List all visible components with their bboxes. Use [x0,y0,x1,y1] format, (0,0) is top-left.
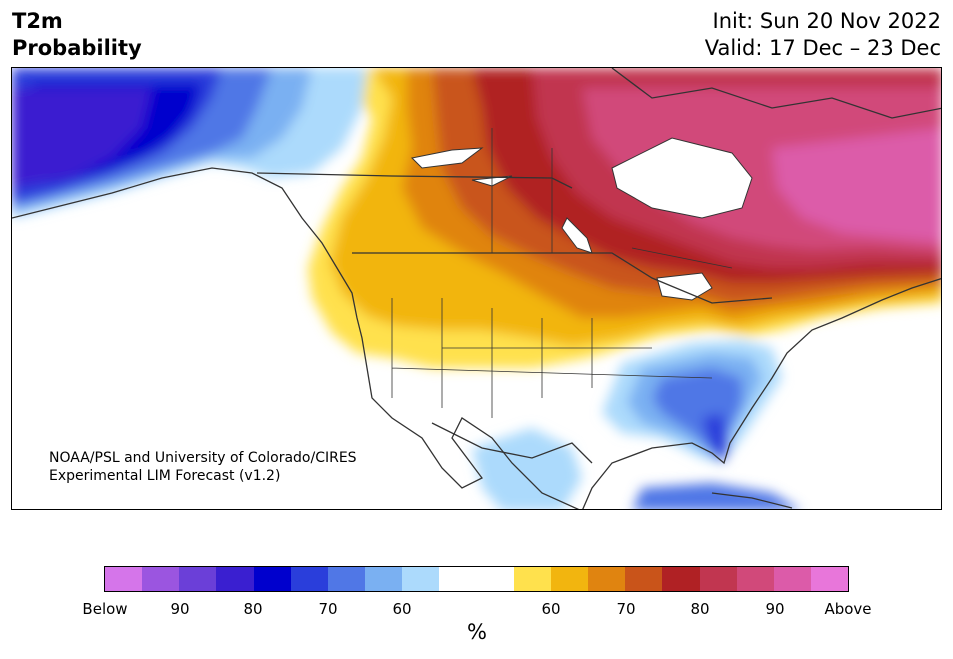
valid-date: Valid: 17 Dec – 23 Dec [704,36,941,60]
below-75-southeast [702,413,730,463]
colorbar-tick: 80 [243,600,263,618]
colorbar-tick: 70 [318,600,338,618]
map-title: T2m Probability [12,8,142,62]
colorbar-segment [216,567,254,591]
init-date: Init: Sun 20 Nov 2022 [712,9,941,33]
below-70-caribbean [632,483,799,509]
colorbar-segment [476,567,514,591]
colorbar-tick: 90 [765,600,785,618]
colorbar-segment [550,567,589,591]
hudson-bay [611,137,753,219]
above-95-field [772,128,941,243]
forecast-dates: Init: Sun 20 Nov 2022 Valid: 17 Dec – 23… [705,8,941,62]
colorbar-segment [625,567,663,591]
arctic-coastline [611,68,941,119]
colorbar-segment [662,567,700,591]
colorbar-tick: 60 [541,600,561,618]
atlantic-coastline [582,277,941,509]
colorbar-segment [365,567,403,591]
title-line-1: T2m [12,9,63,33]
below-60-mexico [472,428,582,509]
colorbar-segment [439,567,477,591]
colorbar-segment [105,567,143,591]
credit-line-1: NOAA/PSL and University of Colorado/CIRE… [49,450,357,466]
pacific-coastline [12,167,580,509]
colorbar-unit: % [467,620,487,644]
colorbar-tick: Below [82,600,128,618]
probability-map [11,67,942,510]
colorbar-tick: 80 [690,600,710,618]
colorbar-tick: 90 [170,600,190,618]
province-borders [491,128,733,269]
colorbar-segment [773,567,811,591]
below-85-alaska [12,88,152,188]
lake-winnipeg [561,217,593,254]
colorbar [104,566,849,592]
colorbar-tick: 60 [392,600,412,618]
colorbar-segment [327,567,366,591]
colorbar-tick: Above [824,600,872,618]
us-mexico-border [431,422,593,464]
alaska-yukon-border [256,172,573,189]
title-line-2: Probability [12,36,142,60]
colorbar-segment [588,567,626,591]
colorbar-segment [179,567,217,591]
data-credit: NOAA/PSL and University of Colorado/CIRE… [49,449,357,485]
credit-line-2: Experimental LIM Forecast (v1.2) [49,468,281,484]
great-lakes [656,272,713,301]
colorbar-segment [699,567,737,591]
colorbar-segment [402,567,440,591]
great-slave-lake [410,147,484,169]
us-canada-border [352,252,773,304]
colorbar-tick: 70 [616,600,636,618]
cuba-outline [711,492,793,509]
colorbar-segment [253,567,291,591]
map-svg [12,68,941,509]
colorbar-segment [810,567,849,591]
colorbar-segment [736,567,774,591]
colorbar-segment [513,567,551,591]
colorbar-segment [142,567,180,591]
colorbar-segment [290,567,328,591]
state-borders [391,298,713,418]
